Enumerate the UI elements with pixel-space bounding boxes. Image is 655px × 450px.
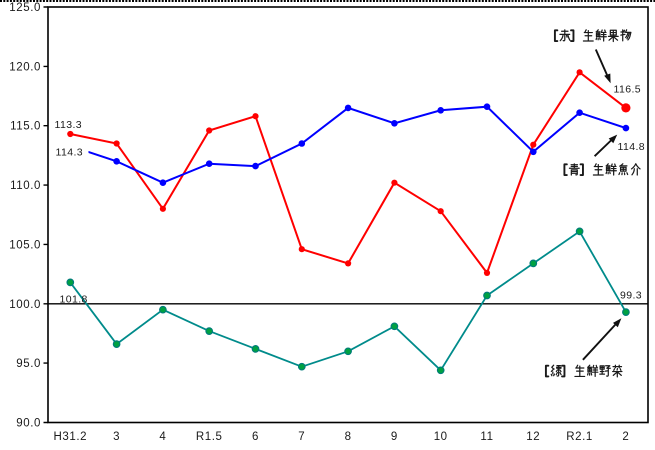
svg-text:7: 7 xyxy=(298,431,305,443)
svg-text:114.8: 114.8 xyxy=(618,141,646,153)
svg-text:8: 8 xyxy=(345,431,352,443)
svg-text:99.3: 99.3 xyxy=(620,290,642,302)
svg-text:9: 9 xyxy=(391,431,398,443)
svg-text:R2.1: R2.1 xyxy=(566,431,593,443)
svg-text:H31.2: H31.2 xyxy=(53,431,87,443)
svg-text:115.0: 115.0 xyxy=(10,121,41,133)
svg-text:125.0: 125.0 xyxy=(9,2,41,14)
svg-text:105.0: 105.0 xyxy=(9,239,41,251)
svg-text:100.0: 100.0 xyxy=(9,299,41,311)
svg-text:11: 11 xyxy=(480,431,493,443)
svg-text:3: 3 xyxy=(113,431,120,443)
svg-text:4: 4 xyxy=(159,431,166,443)
svg-text:12: 12 xyxy=(526,431,540,443)
svg-text:120.0: 120.0 xyxy=(9,61,41,73)
svg-text:10: 10 xyxy=(434,431,448,443)
svg-text:114.3: 114.3 xyxy=(56,147,84,159)
svg-text:90.0: 90.0 xyxy=(16,418,41,430)
svg-text:113.3: 113.3 xyxy=(55,119,83,131)
svg-text:R1.5: R1.5 xyxy=(196,431,223,443)
svg-text:2: 2 xyxy=(622,431,629,443)
svg-text:110.0: 110.0 xyxy=(10,180,41,192)
svg-text:101.8: 101.8 xyxy=(60,294,88,306)
svg-text:95.0: 95.0 xyxy=(16,358,41,370)
svg-text:116.5: 116.5 xyxy=(614,84,642,96)
svg-text:6: 6 xyxy=(252,431,259,443)
